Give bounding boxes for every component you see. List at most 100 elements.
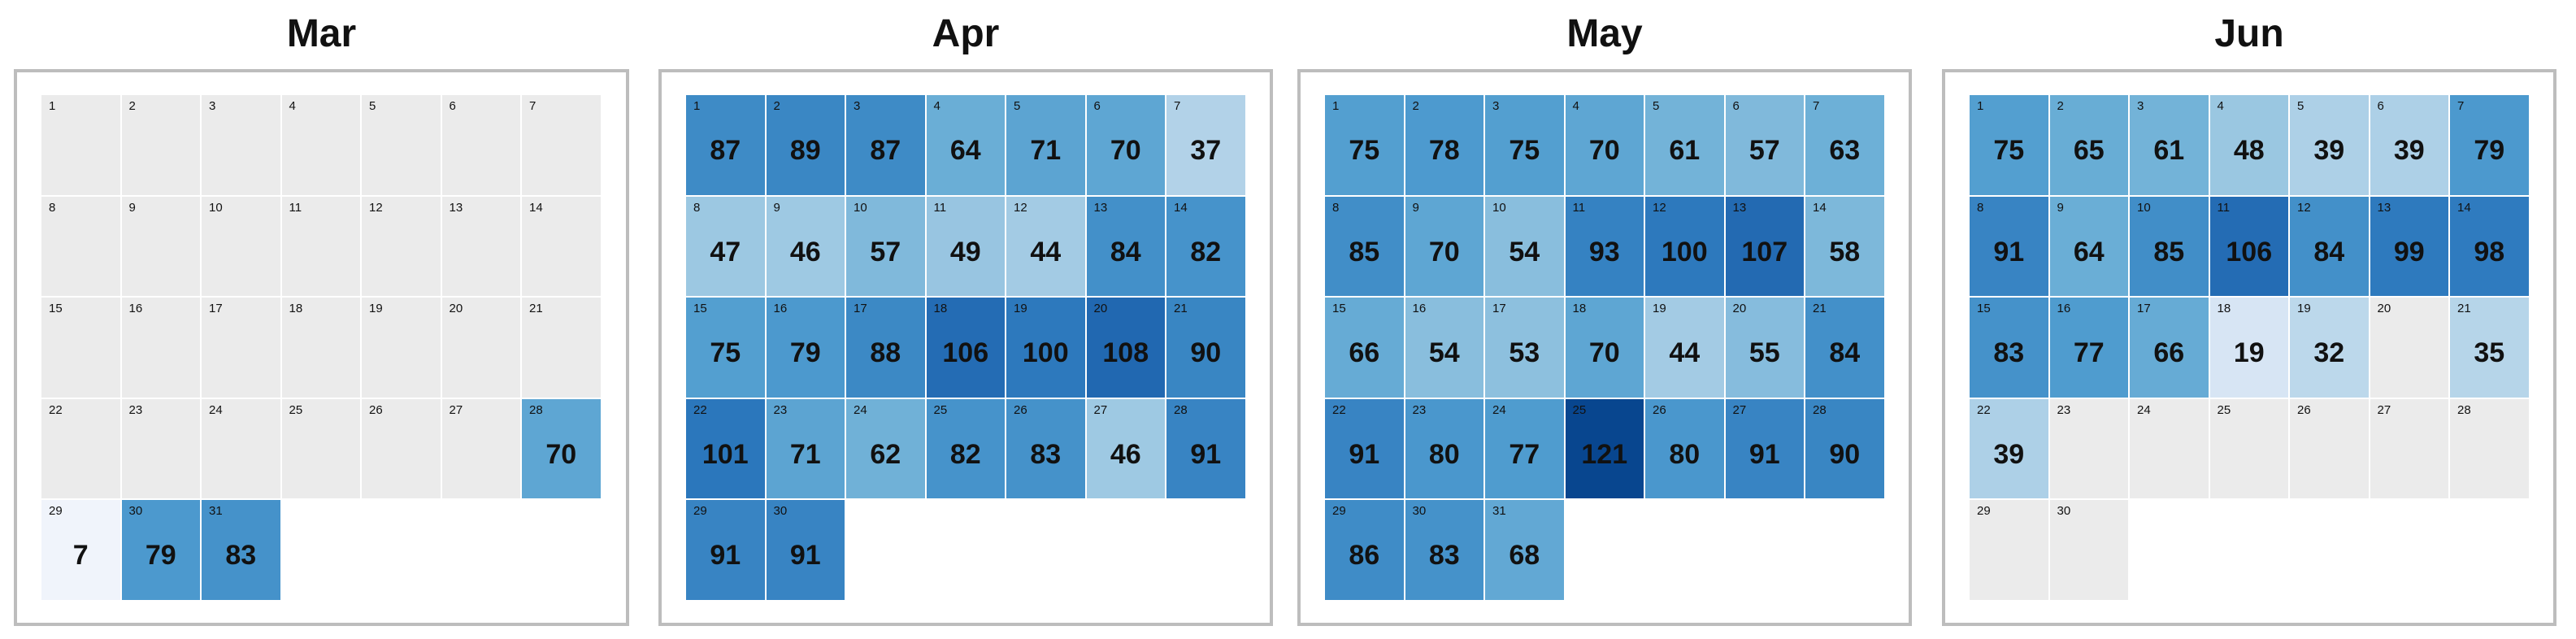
day-value-label: 70 — [1588, 135, 1620, 167]
day-cell: 20 55 — [1724, 297, 1805, 398]
day-cell: 8 — [41, 195, 121, 297]
day-number-label: 26 — [1653, 402, 1666, 417]
day-number-label: 7 — [529, 99, 536, 113]
day-cell: 30 79 — [120, 499, 201, 601]
day-value-label: 100 — [1661, 236, 1708, 267]
day-number-label: 6 — [1732, 99, 1740, 113]
day-cell: 22 — [41, 398, 121, 499]
day-number-label: 14 — [1174, 200, 1188, 215]
day-cell: 12 100 — [1644, 195, 1725, 297]
day-number-label: 30 — [1412, 504, 1427, 518]
day-value-label: 61 — [2153, 135, 2185, 167]
day-number-label: 26 — [1014, 402, 1027, 417]
day-value-label: 78 — [1428, 135, 1460, 167]
day-value-label: 75 — [1509, 135, 1540, 167]
day-value-label: 91 — [1748, 438, 1780, 470]
day-cell: 31 68 — [1484, 499, 1565, 601]
month-title-may: May — [1566, 12, 1643, 55]
day-value-label: 85 — [2153, 236, 2185, 267]
day-value-label: 49 — [949, 236, 981, 267]
day-number-label: 24 — [2137, 402, 2151, 417]
day-cell: 19 100 — [1006, 297, 1086, 398]
day-number-label: 30 — [128, 504, 143, 518]
day-number-label: 1 — [1977, 99, 1984, 113]
day-number-label: 31 — [1492, 504, 1506, 518]
month-title-mar: Mar — [286, 12, 357, 55]
day-number-label: 23 — [773, 402, 788, 417]
day-value-label: 55 — [1748, 337, 1780, 369]
day-cell: 13 99 — [2369, 195, 2449, 297]
day-number-label: 6 — [2377, 99, 2384, 113]
day-cell: 19 — [361, 297, 441, 398]
day-value-label: 35 — [2474, 337, 2505, 369]
day-number-label: 21 — [2457, 302, 2471, 315]
day-value-label: 70 — [1110, 135, 1141, 167]
month-title-jun: Jun — [2214, 12, 2284, 55]
day-number-label: 1 — [1332, 99, 1340, 113]
day-value-label: 90 — [1829, 438, 1861, 470]
day-number-label: 9 — [128, 200, 136, 215]
day-cell: 26 — [361, 398, 441, 499]
day-cell: 30 — [2048, 499, 2129, 601]
day-value-label: 84 — [1829, 337, 1861, 369]
day-value-label: 7 — [72, 540, 89, 572]
day-value-label: 88 — [870, 337, 901, 369]
day-number-label: 10 — [854, 200, 867, 215]
day-number-label: 21 — [529, 302, 543, 315]
day-number-label: 13 — [449, 200, 463, 215]
day-number-label: 22 — [1977, 402, 1991, 417]
day-number-label: 3 — [2137, 99, 2144, 113]
day-cell: 15 75 — [685, 297, 766, 398]
day-cell: 28 — [2449, 398, 2530, 499]
day-cell: 10 — [201, 195, 281, 297]
day-number-label: 11 — [1572, 200, 1586, 215]
day-value-label: 101 — [702, 438, 749, 470]
day-cell: 19 32 — [2289, 297, 2370, 398]
day-cell: 5 39 — [2289, 94, 2370, 196]
day-number-label: 4 — [933, 99, 940, 113]
day-cell: 16 77 — [2048, 297, 2129, 398]
day-value-label: 86 — [1349, 540, 1380, 572]
day-cell: 4 48 — [2209, 94, 2289, 196]
day-value-label: 46 — [1110, 438, 1141, 470]
day-cell: 7 — [521, 94, 602, 196]
day-cell: 4 — [280, 94, 361, 196]
day-cell: 20 108 — [1085, 297, 1166, 398]
day-cell: 26 — [2289, 398, 2370, 499]
day-cell: 30 83 — [1404, 499, 1484, 601]
day-number-label: 12 — [2297, 200, 2311, 215]
day-cell: 5 — [361, 94, 441, 196]
day-value-label: 87 — [710, 135, 741, 167]
day-value-label: 64 — [2073, 236, 2105, 267]
day-number-label: 4 — [1572, 99, 1579, 113]
day-number-label: 28 — [2457, 402, 2471, 417]
day-value-label: 77 — [1509, 438, 1540, 470]
day-number-label: 28 — [529, 402, 543, 417]
day-number-label: 9 — [2057, 200, 2064, 215]
day-value-label: 39 — [1993, 438, 2025, 470]
day-value-label: 37 — [1190, 135, 1222, 167]
day-number-label: 29 — [1977, 504, 1991, 518]
day-number-label: 18 — [2217, 302, 2231, 315]
day-value-label: 75 — [1993, 135, 2025, 167]
day-cell: 6 70 — [1085, 94, 1166, 196]
day-cell: 26 83 — [1006, 398, 1086, 499]
day-number-label: 29 — [1332, 504, 1346, 518]
day-cell: 11 106 — [2209, 195, 2289, 297]
day-number-label: 7 — [1174, 99, 1181, 113]
day-number-label: 6 — [1093, 99, 1101, 113]
day-cell: 6 39 — [2369, 94, 2449, 196]
day-cell: 16 — [120, 297, 201, 398]
day-cell: 1 75 — [1324, 94, 1405, 196]
day-cell: 13 107 — [1724, 195, 1805, 297]
day-number-label: 12 — [1653, 200, 1666, 215]
day-number-label: 1 — [693, 99, 701, 113]
day-cell: 24 62 — [845, 398, 926, 499]
day-number-label: 28 — [1174, 402, 1188, 417]
day-number-label: 22 — [693, 402, 707, 417]
month-panel-jun: 1 75 2 65 3 61 4 48 5 39 6 39 7 79 8 91 9 64 10 85 11 106 12 84… — [1942, 69, 2556, 626]
day-cell: 25 121 — [1564, 398, 1644, 499]
day-value-label: 54 — [1509, 236, 1540, 267]
day-value-label: 39 — [2393, 135, 2425, 167]
day-cell: 17 53 — [1484, 297, 1565, 398]
